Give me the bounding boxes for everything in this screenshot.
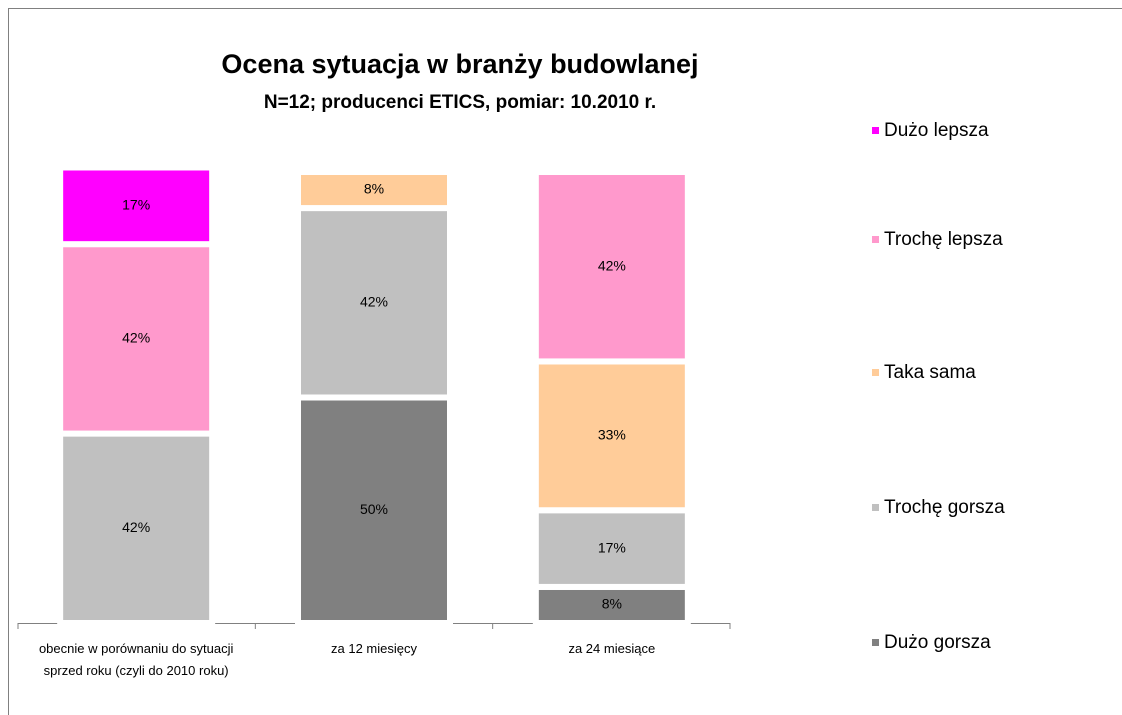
legend-swatch — [872, 236, 879, 243]
bar-segment — [532, 358, 691, 514]
legend-swatch — [872, 369, 879, 376]
legend-label: Trochę lepsza — [884, 229, 1003, 250]
data-label: 42% — [360, 293, 388, 309]
data-label: 17% — [598, 539, 626, 555]
legend-swatch — [872, 504, 879, 511]
data-label: 42% — [598, 257, 626, 273]
legend-label: Taka sama — [884, 362, 976, 383]
legend-label: Dużo lepsza — [884, 120, 989, 141]
legend-label: Dużo gorsza — [884, 632, 991, 653]
bar-segment — [295, 169, 453, 212]
legend-swatch — [872, 127, 879, 134]
bar-segment — [532, 169, 691, 365]
data-label: 8% — [364, 181, 384, 197]
data-label: 42% — [122, 519, 150, 535]
x-tick-label: za 12 miesięcy — [331, 641, 417, 656]
data-label: 8% — [602, 596, 622, 612]
chart-subtitle: N=12; producenci ETICS, pomiar: 10.2010 … — [264, 92, 656, 113]
bar-segment — [295, 205, 453, 401]
data-label: 33% — [598, 427, 626, 443]
x-tick-label: za 24 miesiące — [568, 641, 656, 656]
chart-title: Ocena sytuacja w branży budowlanej — [221, 49, 698, 79]
data-label: 42% — [122, 330, 150, 346]
x-tick-label: obecnie w porównaniu do sytuacji sprzed … — [38, 641, 234, 678]
legend-swatch — [872, 639, 879, 646]
legend-label: Trochę gorsza — [884, 497, 1005, 518]
bar-segment — [295, 394, 453, 626]
data-label: 50% — [360, 501, 388, 517]
bar-segment — [57, 164, 216, 248]
chart-border — [8, 8, 1122, 715]
data-label: 17% — [122, 197, 150, 213]
